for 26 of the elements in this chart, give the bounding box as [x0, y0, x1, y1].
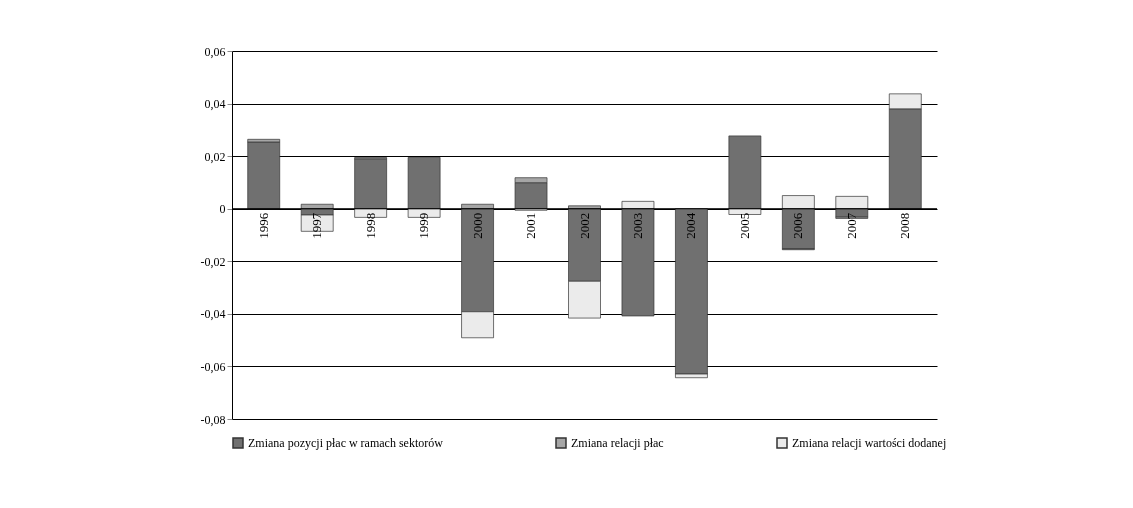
x-tick-label: 2000	[469, 212, 485, 239]
y-tick-label: -0,04	[200, 307, 226, 322]
y-tick-label: -0,08	[200, 412, 226, 427]
x-tick-label: 1999	[416, 212, 432, 239]
x-tick-label: 2008	[897, 212, 913, 239]
x-tick-label: 2004	[683, 212, 699, 239]
x-tick-label: 2005	[736, 212, 752, 239]
y-tick-label: 0,06	[204, 44, 226, 59]
bar	[675, 208, 708, 375]
x-tick-label: 1998	[362, 212, 378, 239]
x-tick-label: 2006	[790, 212, 806, 239]
y-tick-label: -0,02	[200, 254, 226, 269]
x-tick-label: 2007	[843, 212, 859, 239]
legend-label: Zmiana relacji wartości dodanej	[792, 436, 947, 450]
y-tick-label: 0,02	[204, 149, 226, 164]
x-tick-label: 2002	[576, 212, 592, 239]
legend-label: Zmiana relacji płac	[571, 436, 664, 450]
x-tick-label: 1997	[309, 212, 325, 239]
x-tick-label: 2001	[523, 212, 539, 239]
x-tick-label: 2003	[629, 212, 645, 239]
legend-label: Zmiana pozycji płac w ramach sektorów	[248, 436, 444, 450]
y-tick-label: 0,04	[204, 97, 226, 112]
x-tick-label: 1996	[255, 212, 271, 239]
bar	[247, 141, 281, 210]
y-tick-label: -0,06	[200, 359, 226, 374]
y-tick-label: 0	[219, 202, 226, 217]
